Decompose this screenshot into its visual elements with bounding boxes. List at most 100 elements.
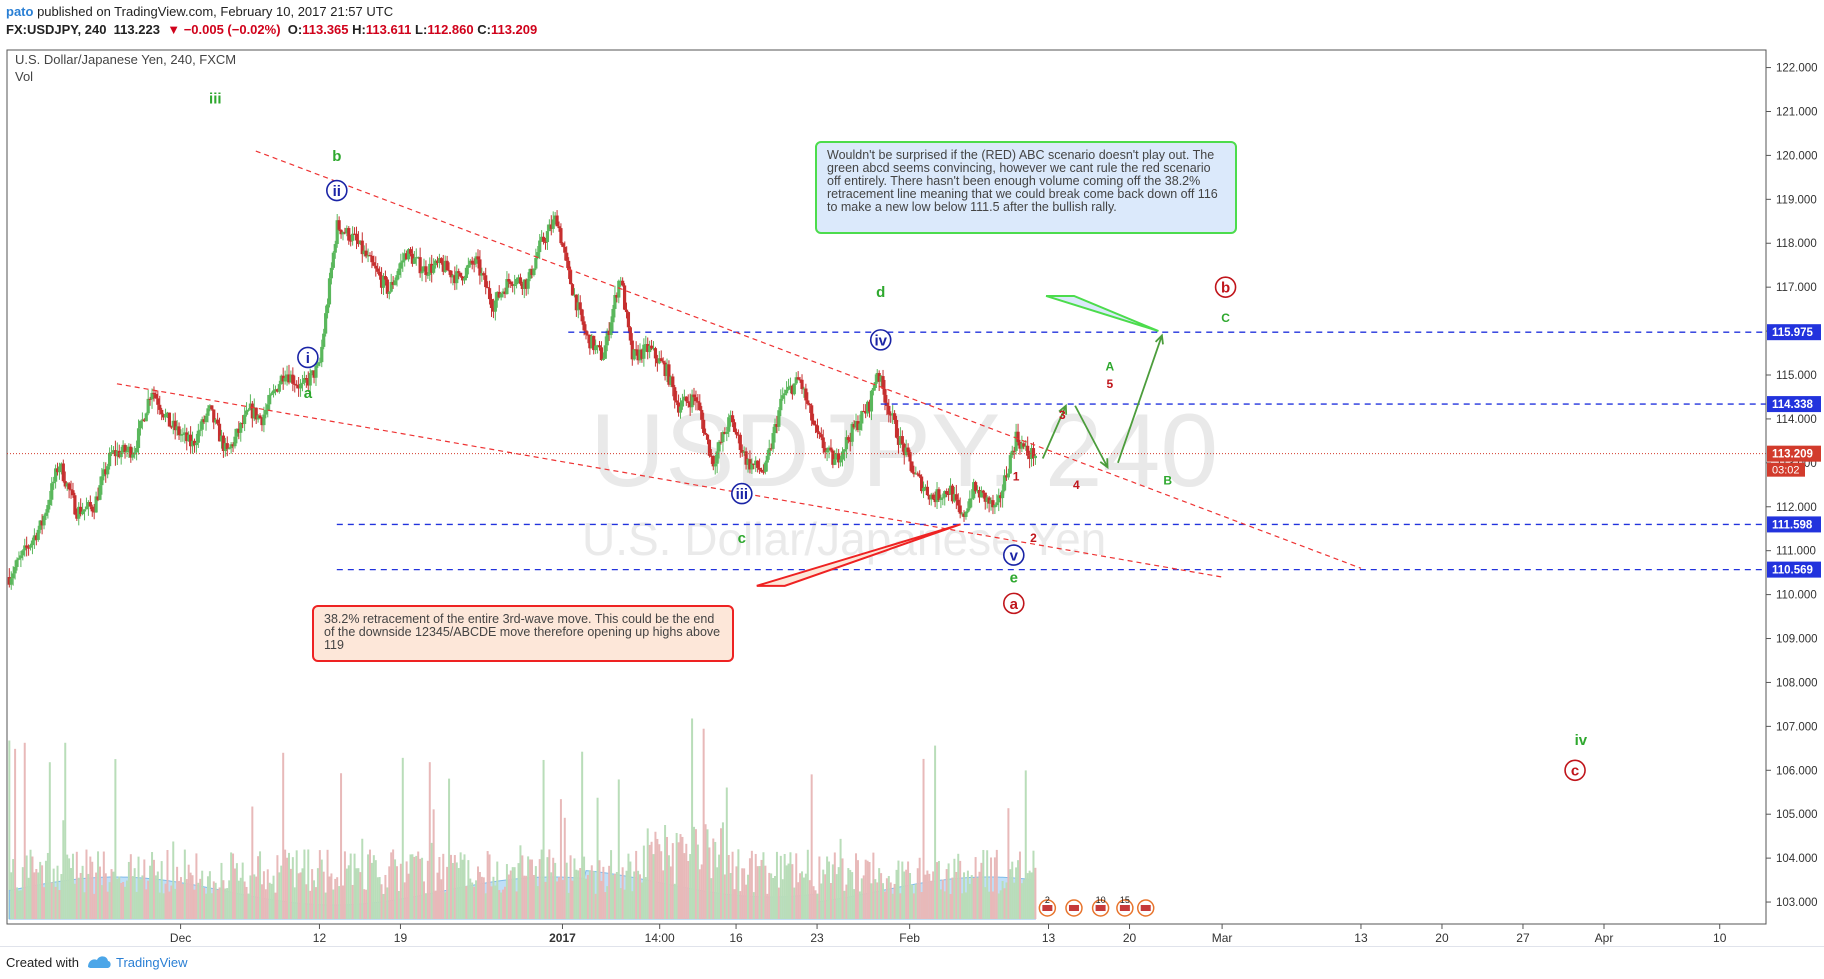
candle-body	[113, 450, 117, 457]
tradingview-logo-icon[interactable]	[86, 953, 112, 971]
volume-bar	[386, 887, 389, 919]
x-tick-label: Dec	[170, 931, 191, 945]
volume-bar	[224, 888, 227, 919]
volume-bar	[727, 855, 730, 919]
volume-bar	[151, 852, 154, 919]
volume-bar	[573, 858, 576, 919]
candle-body	[630, 340, 634, 360]
candle-body	[565, 252, 569, 261]
time-axis[interactable]: Dec 12 19 2017 14:00 16 23 Feb 13 20 Mar 13 20 27 Apr 1…	[170, 924, 1727, 945]
volume-bar	[257, 856, 260, 919]
candle-body	[405, 253, 409, 260]
volume-bar	[372, 855, 375, 919]
volume-bar	[816, 893, 819, 919]
volume-bar	[451, 862, 454, 919]
x-tick-label: 10	[1713, 931, 1727, 945]
annotation-red-callout[interactable]: 38.2% retracement of the entire 3rd-wave…	[312, 605, 734, 662]
candle-body	[796, 377, 800, 380]
tradingview-link[interactable]: TradingView	[116, 955, 188, 970]
candle-body	[576, 302, 580, 311]
candle-body	[684, 396, 688, 402]
volume-bar	[422, 881, 425, 919]
volume-bar	[1017, 860, 1020, 919]
candle-body	[551, 219, 555, 229]
candle-body	[428, 263, 432, 275]
candle-body	[374, 265, 378, 269]
volume-bar	[370, 862, 373, 919]
volume-bar	[490, 886, 493, 919]
volume-bar	[637, 870, 640, 919]
x-tick-label: 12	[313, 931, 327, 945]
volume-bar	[349, 853, 352, 919]
volume-bar	[687, 861, 690, 919]
close-label: C:	[477, 22, 491, 37]
candle-body	[362, 250, 366, 255]
x-tick-label: 14:00	[645, 931, 675, 945]
volume-bar	[176, 866, 179, 919]
volume-bar	[195, 853, 198, 919]
candle-body	[391, 281, 395, 285]
volume-bar	[480, 876, 483, 919]
low-value: 112.860	[427, 22, 474, 37]
volume-bar	[519, 845, 522, 919]
candle-body	[563, 246, 567, 253]
price-axis[interactable]: 103.000 104.000 105.000 106.000 107.000 108.0…	[1766, 63, 1818, 909]
candle-body	[947, 493, 951, 495]
author-link[interactable]: pato	[6, 4, 34, 19]
volume-bar	[191, 875, 194, 919]
volume-bar	[12, 859, 15, 919]
candle-body	[642, 344, 646, 359]
volume-bar	[903, 871, 906, 919]
volume-bar	[858, 891, 861, 919]
candle-body	[349, 240, 353, 242]
volume-bar	[654, 831, 657, 919]
volume-bar	[1013, 882, 1016, 919]
volume-bar	[413, 856, 416, 919]
candle-body	[399, 262, 403, 269]
candle-body	[779, 398, 783, 411]
candle-body	[752, 463, 756, 465]
volume-bar	[1005, 882, 1008, 919]
volume-bar	[239, 877, 242, 919]
wave-circle	[869, 329, 892, 351]
volume-bar	[334, 878, 337, 919]
volume-bar	[152, 859, 155, 919]
candle-body	[671, 376, 675, 388]
candle-body	[501, 291, 505, 294]
candle-body	[497, 291, 501, 298]
volume-bar	[235, 863, 238, 919]
volume-bar	[459, 852, 462, 919]
volume-bar	[116, 878, 119, 919]
candle-body	[88, 501, 92, 507]
volume-bar	[617, 779, 620, 919]
volume-bar	[343, 851, 346, 919]
volume-bar	[241, 862, 244, 919]
candle-body	[1006, 473, 1010, 478]
candle-body	[293, 383, 297, 385]
candle-body	[979, 490, 983, 498]
volume-bar	[558, 877, 561, 919]
volume-bar	[976, 877, 979, 919]
volume-bar	[775, 851, 778, 919]
arrow-head	[1154, 333, 1164, 345]
volume-bar	[421, 857, 424, 919]
candle-body	[810, 405, 814, 421]
annotation-green-callout[interactable]: Wouldn't be surprised if the (RED) ABC s…	[815, 141, 1237, 234]
candle-body	[52, 481, 56, 484]
y-tick-label: 104.000	[1776, 853, 1818, 865]
volume-bar	[210, 893, 213, 919]
callout-pointer	[756, 523, 961, 587]
candle-body	[270, 393, 274, 395]
candle-body	[833, 459, 837, 465]
candle-body	[900, 436, 904, 444]
y-tick-label: 114.000	[1776, 414, 1817, 426]
candle-body	[254, 407, 258, 420]
candle-body	[941, 497, 945, 499]
wave-circle	[297, 346, 319, 369]
candle-body	[383, 276, 388, 280]
candle-body	[320, 346, 324, 363]
candle-body	[1016, 431, 1020, 443]
volume-bar	[633, 871, 636, 919]
candle-body	[989, 500, 993, 504]
event-markers[interactable]: 2 10 15	[1038, 895, 1155, 917]
